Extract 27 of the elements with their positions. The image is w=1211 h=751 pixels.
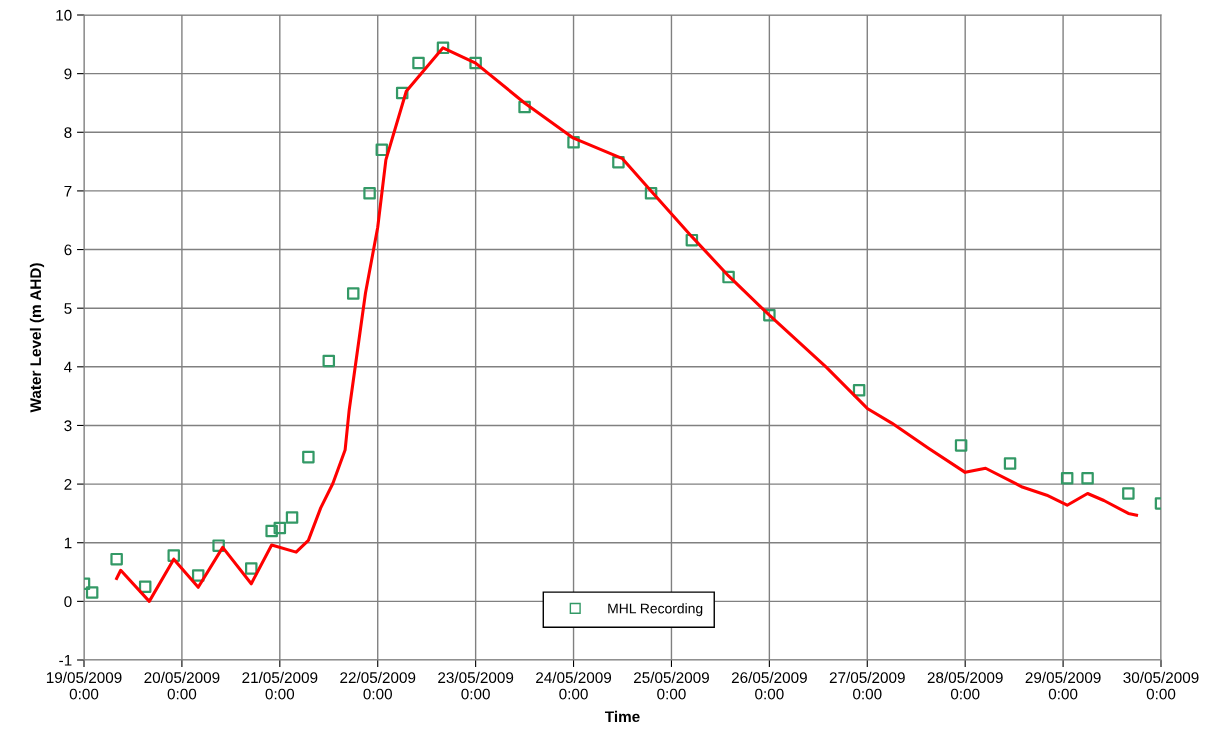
y-tick-label: 0 [64, 596, 72, 608]
x-tick-label: 24/05/2009 0:00 [536, 671, 612, 700]
y-tick-label: 1 [64, 537, 72, 549]
x-tick-label: 23/05/2009 0:00 [438, 671, 514, 700]
x-tick-label: 20/05/2009 0:00 [144, 671, 220, 700]
x-tick-label: 27/05/2009 0:00 [829, 671, 905, 700]
x-tick-label: 30/05/2009 0:00 [1123, 671, 1199, 700]
legend-label: MHL Recording [608, 603, 703, 617]
x-tick-label: 29/05/2009 0:00 [1025, 671, 1101, 700]
y-tick-label: -1 [59, 655, 72, 666]
x-axis-title: Time [604, 710, 640, 723]
y-tick-label: 2 [64, 478, 72, 490]
x-tick-label: 19/05/2009 0:00 [46, 671, 122, 700]
y-tick-label: 3 [64, 420, 72, 432]
y-tick-label: 6 [64, 244, 72, 256]
x-tick-label: 22/05/2009 0:00 [340, 671, 416, 700]
y-axis-title: Water Level (m AHD) [29, 263, 45, 413]
y-tick-label: 10 [56, 9, 72, 21]
y-tick-label: 4 [64, 361, 72, 373]
y-tick-label: 8 [64, 127, 72, 138]
y-tick-label: 7 [64, 185, 72, 197]
x-tick-label: 25/05/2009 0:00 [634, 671, 709, 700]
x-tick-label: 26/05/2009 0:00 [731, 671, 807, 700]
y-tick-label: 5 [64, 303, 72, 314]
y-tick-label: 9 [64, 68, 72, 80]
x-tick-label: 28/05/2009 0:00 [927, 671, 1003, 700]
x-tick-label: 21/05/2009 0:00 [242, 671, 318, 700]
